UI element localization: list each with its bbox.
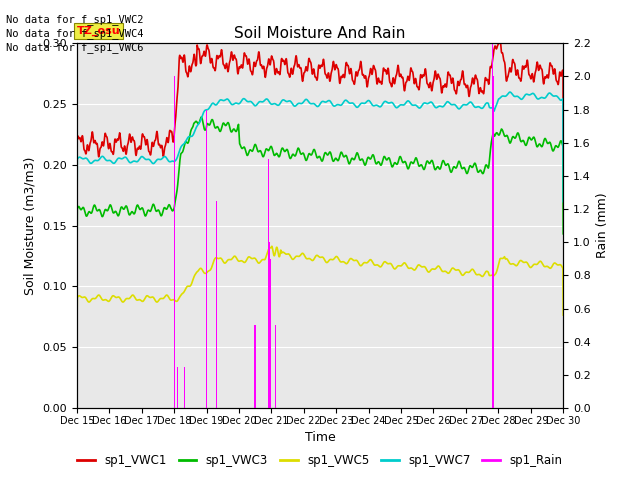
X-axis label: Time: Time bbox=[305, 431, 335, 444]
Title: Soil Moisture And Rain: Soil Moisture And Rain bbox=[234, 25, 406, 41]
Y-axis label: Soil Moisture (m3/m3): Soil Moisture (m3/m3) bbox=[24, 156, 36, 295]
Y-axis label: Rain (mm): Rain (mm) bbox=[596, 193, 609, 258]
Text: TZ_osu: TZ_osu bbox=[77, 25, 120, 36]
Text: No data for f_sp1_VWC2: No data for f_sp1_VWC2 bbox=[6, 13, 144, 24]
Text: No data for f_sp1_VWC6: No data for f_sp1_VWC6 bbox=[6, 42, 144, 53]
Text: No data for f_sp1_VWC4: No data for f_sp1_VWC4 bbox=[6, 28, 144, 39]
Legend: sp1_VWC1, sp1_VWC3, sp1_VWC5, sp1_VWC7, sp1_Rain: sp1_VWC1, sp1_VWC3, sp1_VWC5, sp1_VWC7, … bbox=[73, 449, 567, 472]
